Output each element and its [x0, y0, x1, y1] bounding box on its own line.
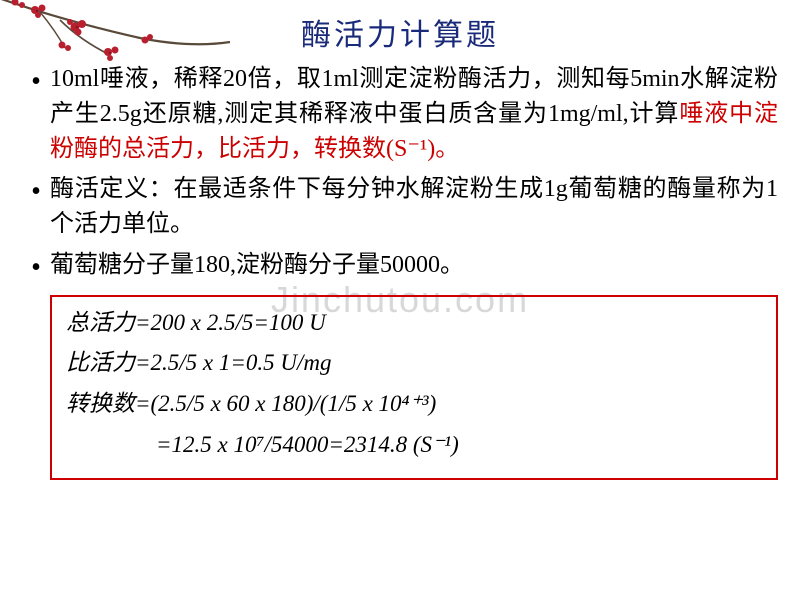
- text-black: 10ml唾液，稀释20倍，取1ml测定淀粉酶活力，测知每5min水解淀粉产生2.…: [50, 66, 778, 127]
- bullet-dot: •: [22, 62, 50, 166]
- bullet-dot: •: [22, 172, 50, 242]
- page-title: 酶活力计算题: [0, 0, 800, 54]
- solution-box: 总活力=200 x 2.5/5=100 U 比活力=2.5/5 x 1=0.5 …: [50, 295, 778, 480]
- bullet-text: 酶活定义：在最适条件下每分钟水解淀粉生成1g葡萄糖的酶量称为1个活力单位。: [50, 172, 778, 242]
- bullet-1: • 10ml唾液，稀释20倍，取1ml测定淀粉酶活力，测知每5min水解淀粉产生…: [22, 62, 778, 166]
- content-area: • 10ml唾液，稀释20倍，取1ml测定淀粉酶活力，测知每5min水解淀粉产生…: [0, 54, 800, 289]
- solution-line-1: 总活力=200 x 2.5/5=100 U: [66, 305, 762, 342]
- solution-line-4: =12.5 x 10⁷/54000=2314.8 (S⁻¹): [66, 427, 762, 464]
- bullet-text: 10ml唾液，稀释20倍，取1ml测定淀粉酶活力，测知每5min水解淀粉产生2.…: [50, 62, 778, 166]
- bullet-3: • 葡萄糖分子量180,淀粉酶分子量50000。: [22, 248, 778, 289]
- text-black: 酶活定义：在最适条件下每分钟水解淀粉生成1g葡萄糖的酶量称为1个活力单位。: [50, 176, 778, 237]
- solution-line-2: 比活力=2.5/5 x 1=0.5 U/mg: [66, 345, 762, 382]
- solution-line-3: 转换数=(2.5/5 x 60 x 180)/(1/5 x 10⁴⁺³): [66, 386, 762, 423]
- text-black: 葡萄糖分子量180,淀粉酶分子量50000。: [50, 252, 464, 278]
- title-text: 酶活力计算题: [301, 19, 499, 52]
- bullet-dot: •: [22, 248, 50, 289]
- bullet-text: 葡萄糖分子量180,淀粉酶分子量50000。: [50, 248, 778, 289]
- bullet-2: • 酶活定义：在最适条件下每分钟水解淀粉生成1g葡萄糖的酶量称为1个活力单位。: [22, 172, 778, 242]
